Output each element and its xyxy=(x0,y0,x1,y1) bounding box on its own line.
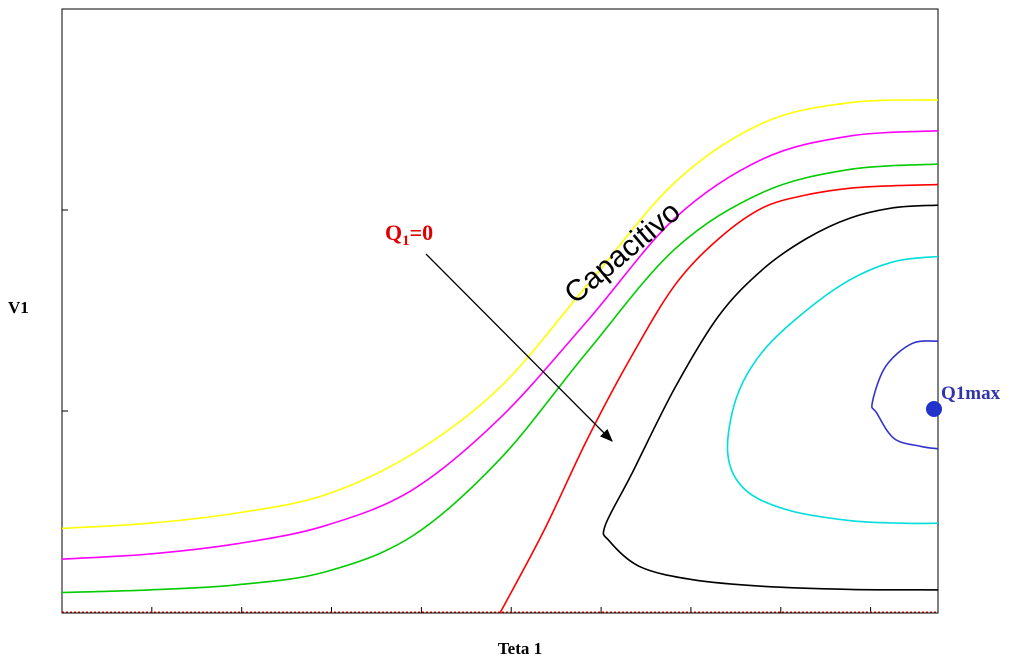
annotation-q1-zero: Q1=0 xyxy=(385,220,433,249)
plot-frame xyxy=(61,8,939,614)
series-line-7 xyxy=(871,340,939,450)
series-line-4 xyxy=(499,183,939,614)
y-axis-label: V1 xyxy=(8,298,29,317)
q1max-marker xyxy=(926,401,942,417)
x-axis-label: Teta 1 xyxy=(498,639,542,658)
q1max-label: Q1max xyxy=(941,383,1001,404)
q1-zero-arrow xyxy=(425,253,613,442)
series-line-2 xyxy=(61,130,939,560)
series-group xyxy=(61,99,939,614)
series-line-1 xyxy=(61,99,939,530)
series-line-6 xyxy=(726,255,939,525)
series-line-5 xyxy=(602,204,939,591)
series-line-3 xyxy=(61,163,939,594)
